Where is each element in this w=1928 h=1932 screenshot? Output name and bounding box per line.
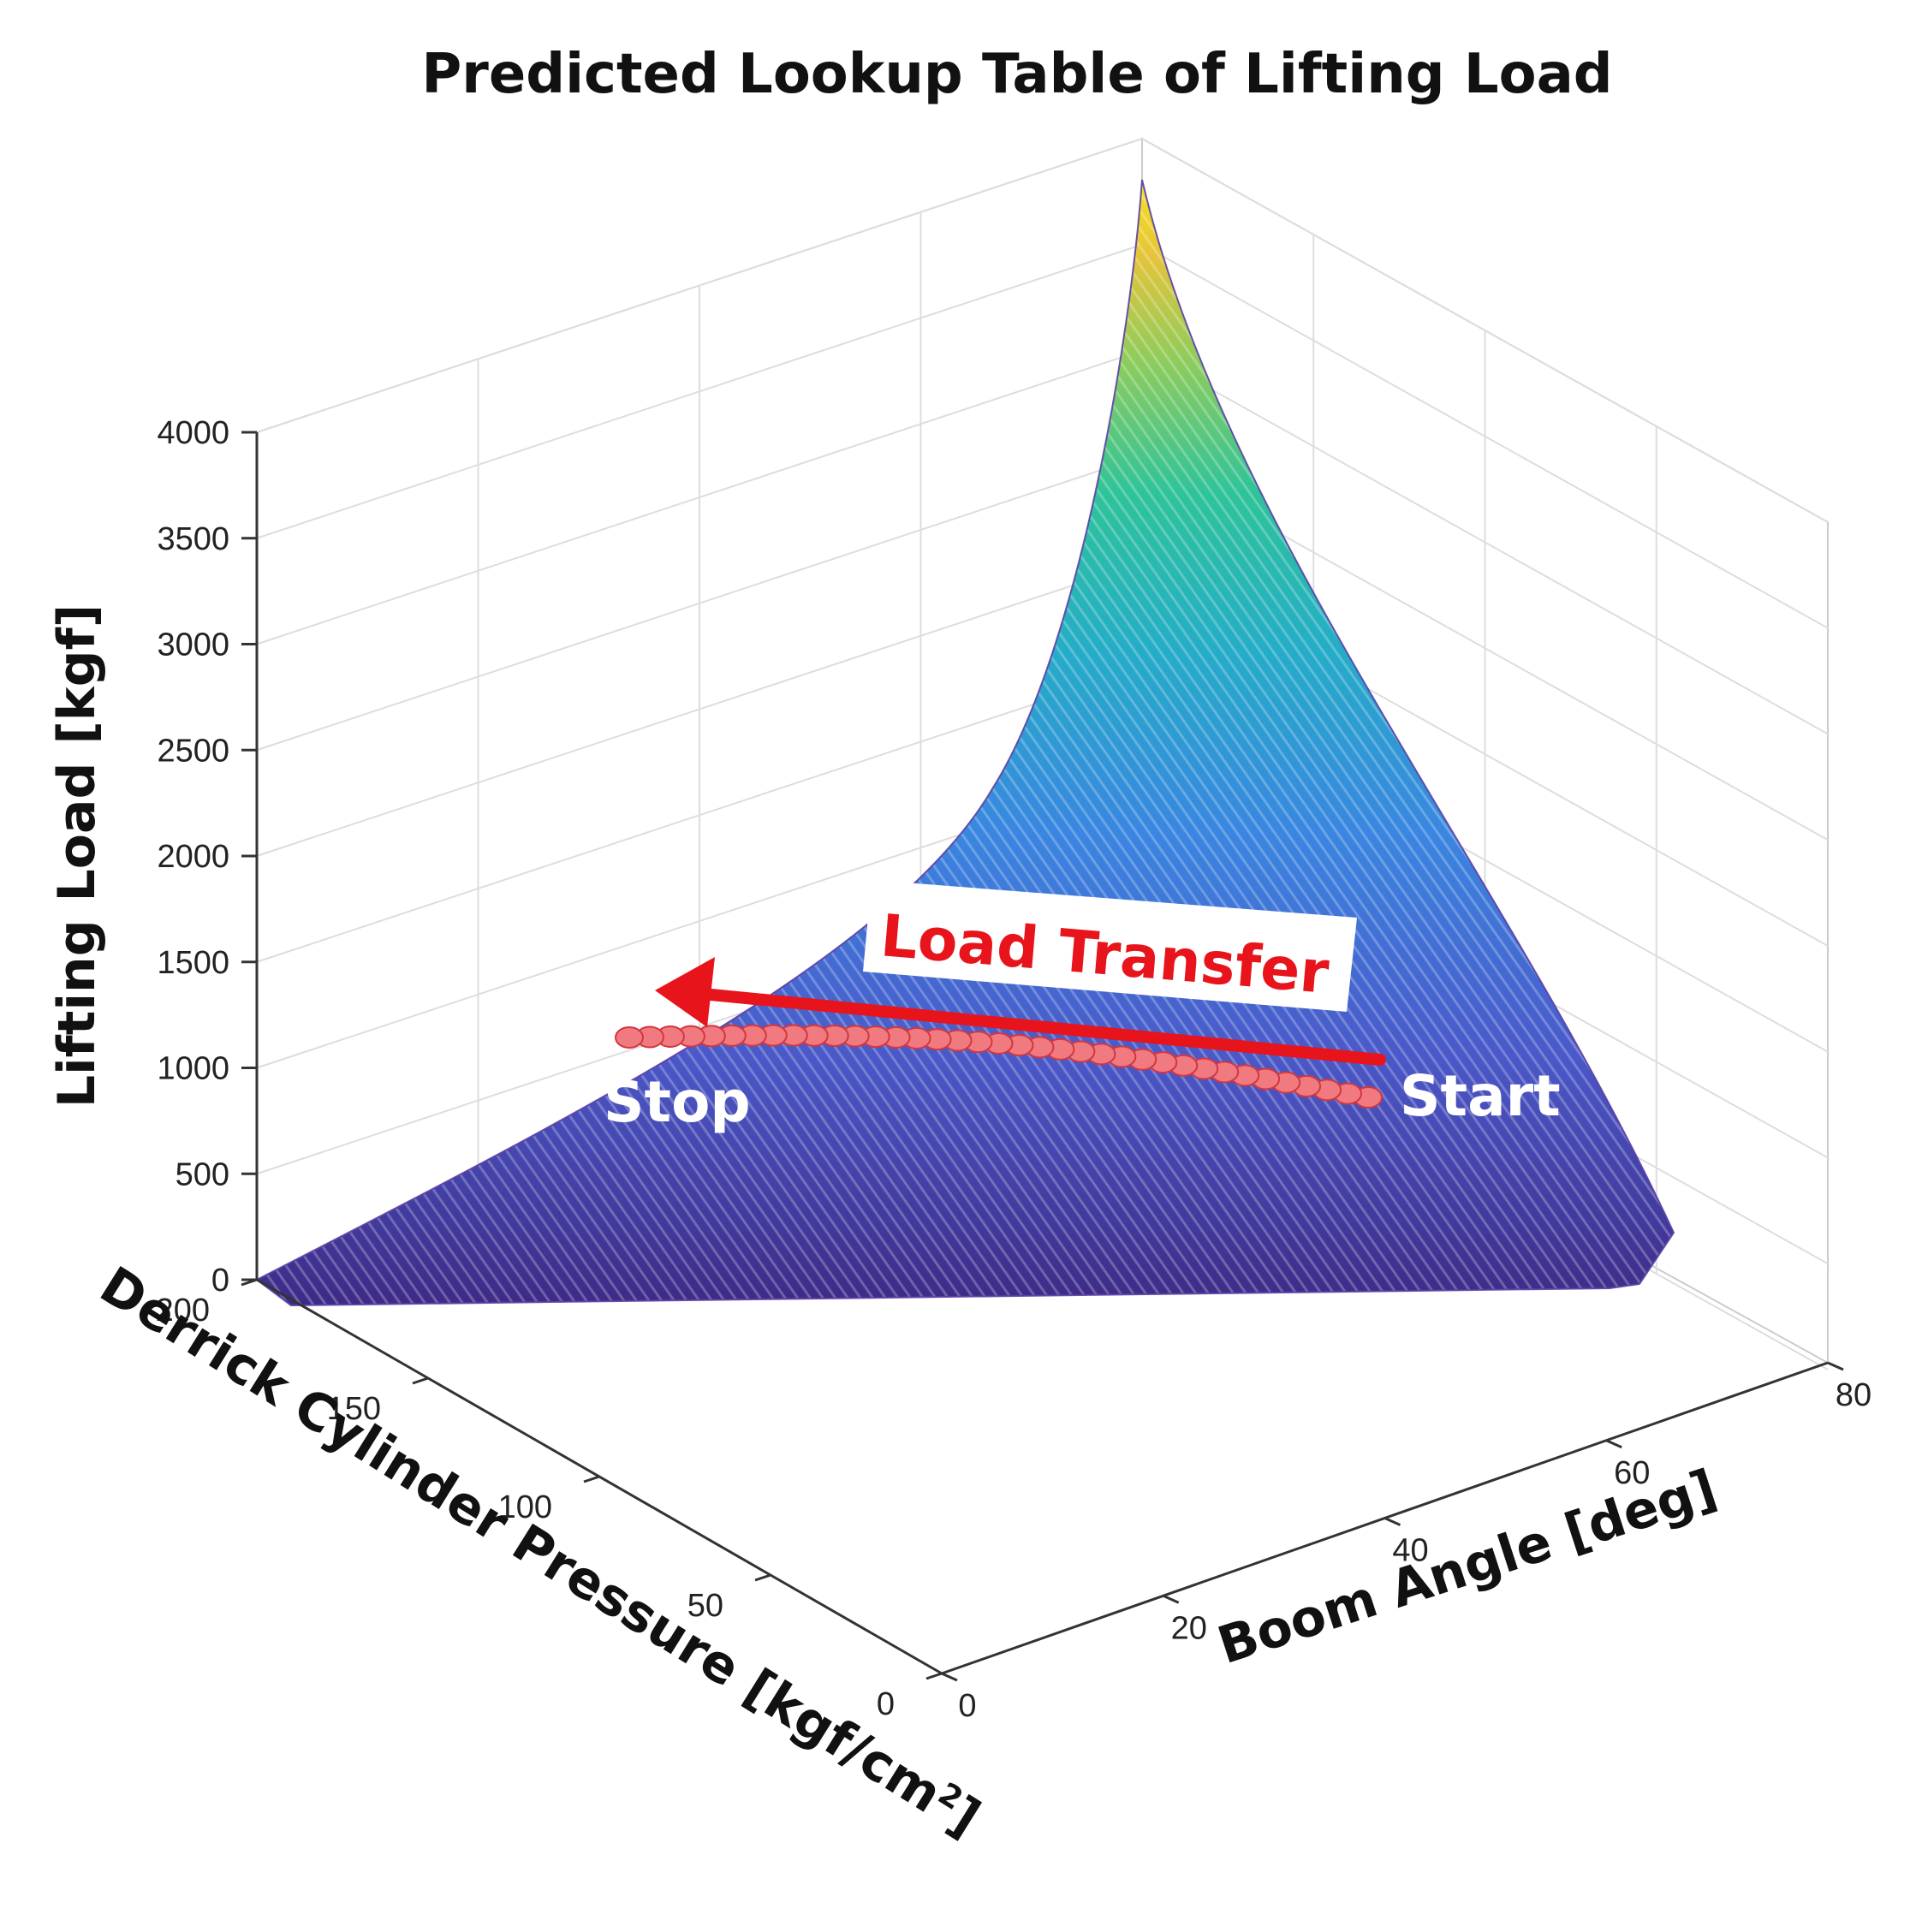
x-tick-mark — [1827, 1361, 1844, 1371]
z-tick-label: 500 — [176, 1156, 229, 1192]
y-tick-label: 200 — [156, 1293, 210, 1329]
y-axis-ticks: 0 50 100 150 200 — [156, 1278, 943, 1722]
x-tick-label: 60 — [1614, 1455, 1650, 1491]
y-tick-label: 100 — [498, 1489, 552, 1525]
z-tick-label: 4000 — [157, 415, 229, 451]
surface-mesh-overlay — [255, 179, 1675, 1307]
z-tick-label: 2500 — [157, 733, 229, 769]
y-tick-mark — [925, 1672, 943, 1680]
y-tick-mark — [583, 1475, 600, 1483]
trajectory-group — [615, 1024, 1383, 1109]
load-transfer-arrowhead — [655, 957, 715, 1027]
z-tick-label: 1500 — [157, 945, 229, 981]
y-tick-mark — [754, 1573, 771, 1582]
stop-label: Stop — [604, 1069, 751, 1135]
z-axis-ticks: 0 500 1000 1500 2000 2500 3000 3500 4000 — [157, 415, 257, 1299]
x-tick-mark — [1384, 1517, 1401, 1526]
y-tick-label: 0 — [877, 1686, 895, 1722]
y-axis-label-main: Derrick Cylinder Pressure [kgf/cm — [90, 1255, 952, 1824]
y-tick-label: 150 — [327, 1391, 381, 1427]
x-tick-mark — [941, 1672, 958, 1682]
z-tick-label: 1000 — [157, 1051, 229, 1087]
x-axis-ticks: 0 20 40 60 80 — [941, 1361, 1871, 1724]
x-axis-label: Boom Angle [deg] — [1211, 1459, 1723, 1676]
x-tick-mark — [1163, 1594, 1180, 1604]
y-axis-label: Derrick Cylinder Pressure [kgf/cm2] — [90, 1255, 990, 1848]
trajectory-point — [615, 1026, 644, 1049]
y-tick-label: 50 — [687, 1588, 723, 1624]
load-transfer-label-box — [863, 880, 1357, 1012]
x-tick-label: 0 — [958, 1688, 976, 1724]
z-tick-label: 3000 — [157, 627, 229, 663]
surface-group — [255, 179, 1675, 1307]
x-tick-label: 20 — [1171, 1610, 1207, 1646]
x-tick-mark — [1605, 1439, 1622, 1449]
x-tick-label: 80 — [1836, 1377, 1871, 1413]
z-tick-label: 2000 — [157, 839, 229, 875]
load-transfer-arrow-shaft — [687, 987, 1386, 1066]
x-tick-label: 40 — [1392, 1533, 1428, 1569]
y-tick-mark — [412, 1376, 429, 1385]
chart-title: Predicted Lookup Table of Lifting Load — [421, 43, 1612, 106]
z-tick-label: 3500 — [157, 521, 229, 557]
z-axis-label: Lifting Load [kgf] — [47, 604, 107, 1108]
z-tick-label: 0 — [211, 1263, 229, 1299]
y-tick-mark — [241, 1278, 258, 1287]
start-label: Start — [1400, 1063, 1561, 1129]
